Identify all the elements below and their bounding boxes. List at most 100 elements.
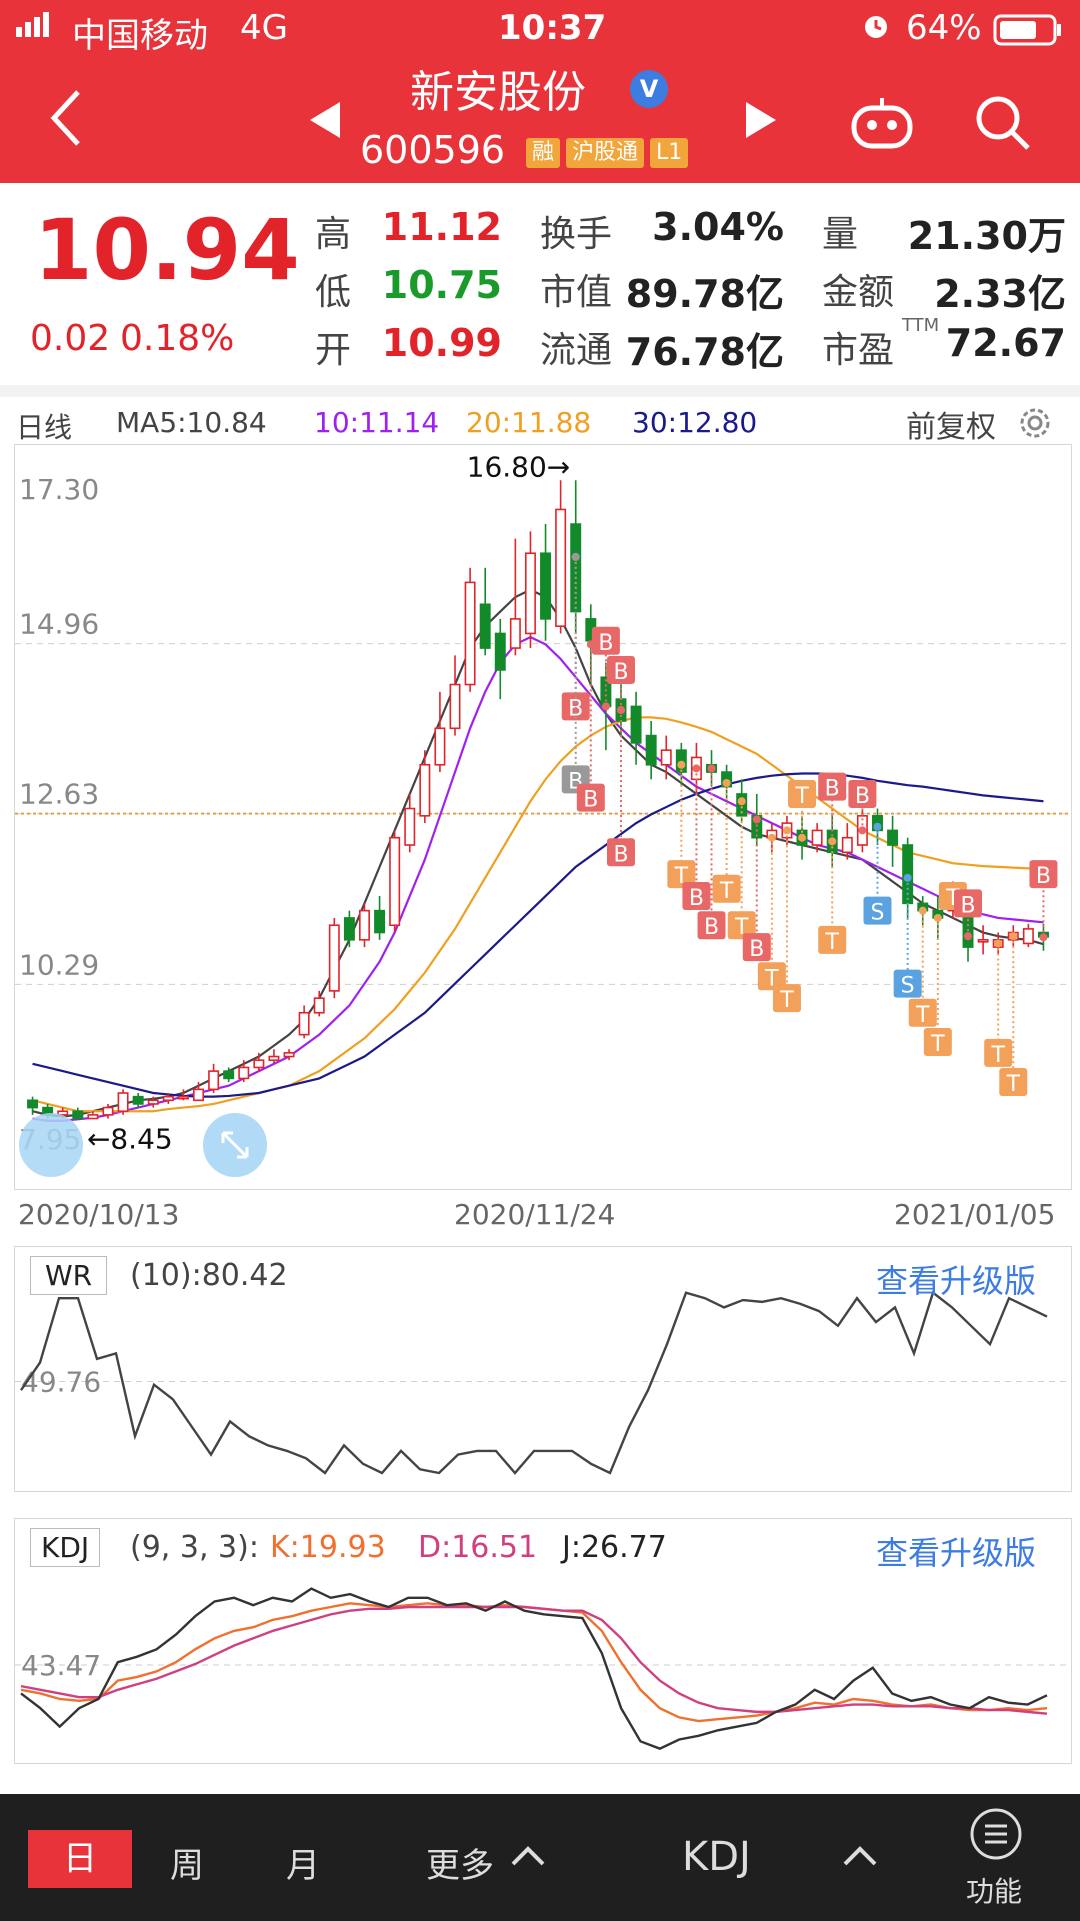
y-tick-label: 12.63 xyxy=(19,778,99,811)
signal-label: T xyxy=(1006,1072,1021,1097)
y-tick-label: 10.29 xyxy=(19,948,99,981)
signal-label: T xyxy=(779,988,794,1013)
indicator-line-d xyxy=(20,1605,1048,1715)
candle xyxy=(268,1055,280,1061)
candle xyxy=(253,1059,265,1069)
signal-badge-t xyxy=(712,874,741,903)
signal-label: B xyxy=(704,915,719,940)
candle xyxy=(102,1106,114,1116)
kdj-panel[interactable]: 43.47 xyxy=(14,1518,1072,1764)
tab-more[interactable]: 更多 xyxy=(426,1846,494,1886)
candle xyxy=(630,705,642,744)
signal-badge-b xyxy=(697,911,726,940)
signal-badge-b xyxy=(561,692,590,721)
signal-dot xyxy=(601,702,610,711)
settings-gear-icon[interactable] xyxy=(1018,406,1052,444)
adjust-label[interactable]: 前复权 xyxy=(906,410,996,445)
signal-label: S xyxy=(901,974,915,999)
x-tick-end: 2021/01/05 xyxy=(894,1198,1056,1231)
signal-dot xyxy=(873,822,882,831)
battery-percent: 64% xyxy=(906,8,982,48)
signal-badge-b xyxy=(576,783,605,812)
kdj-k-value: K:19.93 xyxy=(270,1530,386,1565)
signal-label: T xyxy=(915,1003,930,1028)
drag-handle-icon[interactable] xyxy=(19,1113,83,1177)
chevron-up-icon[interactable] xyxy=(842,1844,878,1872)
turnover-label: 换手 xyxy=(540,214,613,255)
menu-circle-icon[interactable] xyxy=(968,1806,1024,1866)
wr-panel[interactable]: 49.76 xyxy=(14,1246,1072,1492)
wr-indicator-button[interactable]: WR xyxy=(30,1256,108,1295)
kline-chart-panel[interactable]: 17.3014.9612.6310.297.95BBBBBBTBBTTBTTTB… xyxy=(14,444,1072,1190)
period-label[interactable]: 日线 xyxy=(16,411,73,444)
candle xyxy=(540,552,552,620)
badge-level: L1 xyxy=(650,138,689,168)
signal-dot xyxy=(1039,933,1048,942)
low-label: 低 xyxy=(315,272,352,313)
indicator-selector[interactable]: KDJ xyxy=(682,1834,751,1880)
candle xyxy=(117,1092,129,1113)
alarm-icon xyxy=(860,10,892,51)
signal-label: B xyxy=(598,631,613,656)
candle xyxy=(298,1011,310,1036)
pe-label: 市盈 xyxy=(822,330,895,371)
kline-chart[interactable]: 17.3014.9612.6310.297.95BBBBBBTBBTTBTTTB… xyxy=(15,445,1071,1189)
kdj-upgrade-link[interactable]: 查看升级版 xyxy=(876,1534,1037,1572)
high-label: 高 xyxy=(315,214,352,255)
signal-badge-b xyxy=(848,779,877,808)
robot-icon[interactable] xyxy=(850,94,914,154)
signal-badge-t xyxy=(788,779,817,808)
search-icon[interactable] xyxy=(974,94,1032,156)
signal-dot xyxy=(692,764,701,773)
pe-value: 72.67 xyxy=(945,321,1066,365)
signal-dot xyxy=(933,913,942,922)
candle xyxy=(524,552,536,635)
back-icon[interactable] xyxy=(46,88,86,152)
network-label: 4G xyxy=(240,8,288,48)
verified-icon: V xyxy=(630,70,668,108)
x-tick-mid: 2020/11/24 xyxy=(454,1198,616,1231)
candle xyxy=(72,1110,84,1120)
tab-month[interactable]: 月 xyxy=(286,1846,320,1886)
function-label[interactable]: 功能 xyxy=(966,1875,1023,1908)
float-value: 76.78亿 xyxy=(625,330,784,374)
signal-badge-t xyxy=(999,1068,1028,1097)
candle xyxy=(328,924,340,992)
candle xyxy=(359,909,370,941)
open-label: 开 xyxy=(315,330,352,371)
signal-label: T xyxy=(824,930,839,955)
candle xyxy=(313,997,325,1014)
amount-value: 2.33亿 xyxy=(934,272,1066,316)
candle xyxy=(404,807,416,846)
prev-stock-icon[interactable] xyxy=(308,100,342,144)
signal-label: T xyxy=(930,1032,945,1057)
signal-badge-b xyxy=(606,655,635,684)
tab-day[interactable]: 日 xyxy=(28,1830,132,1888)
y-tick-label: 17.30 xyxy=(19,473,99,506)
signal-dot xyxy=(994,939,1003,948)
signal-badge-b xyxy=(1029,860,1058,889)
signal-label: B xyxy=(613,842,628,867)
next-stock-icon[interactable] xyxy=(744,100,778,144)
kdj-j-value: J:26.77 xyxy=(562,1530,667,1565)
signal-dot xyxy=(737,797,746,806)
candle xyxy=(162,1095,174,1102)
tab-week[interactable]: 周 xyxy=(170,1846,204,1886)
candle xyxy=(434,727,446,766)
indicator-line-j xyxy=(20,1587,1048,1750)
candle xyxy=(479,603,491,649)
mktcap-value: 89.78亿 xyxy=(625,272,784,316)
signal-badge-t xyxy=(772,984,801,1013)
candle xyxy=(1022,928,1034,945)
candle xyxy=(555,508,567,627)
signal-badge-b xyxy=(591,626,620,655)
candle xyxy=(177,1095,189,1100)
wr-upgrade-link[interactable]: 查看升级版 xyxy=(876,1262,1037,1300)
kdj-indicator-button[interactable]: KDJ xyxy=(30,1528,101,1567)
app-header: 中国移动 4G 10:37 64% 新安股份 V 600596 融沪股通 L1 xyxy=(0,0,1080,183)
signal-badge-b xyxy=(682,882,711,911)
signal-label: B xyxy=(613,660,628,685)
chevron-up-icon[interactable] xyxy=(510,1844,546,1872)
clock: 10:37 xyxy=(498,8,607,48)
signal-label: B xyxy=(689,886,704,911)
